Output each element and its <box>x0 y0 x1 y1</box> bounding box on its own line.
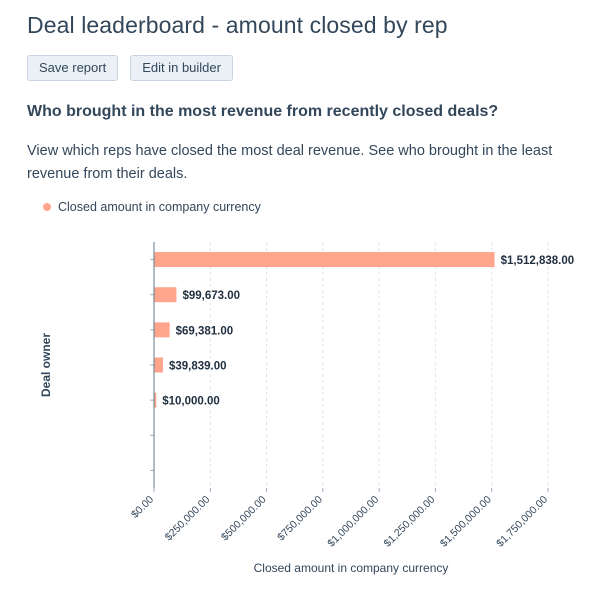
edit-in-builder-button[interactable]: Edit in builder <box>130 55 233 81</box>
legend-swatch <box>43 203 51 211</box>
chart-legend: Closed amount in company currency <box>43 200 261 214</box>
x-tick-label: $250,000.00 <box>163 494 213 544</box>
x-tick-label: $1,500,000.00 <box>438 494 494 550</box>
report-question: Who brought in the most revenue from rec… <box>27 103 499 120</box>
bar <box>154 357 163 373</box>
data-label: $99,673.00 <box>182 290 240 302</box>
data-label: $1,512,838.00 <box>501 255 575 267</box>
y-axis-title: Deal owner <box>39 333 53 397</box>
data-label: $39,839.00 <box>169 361 227 373</box>
save-report-button[interactable]: Save report <box>27 55 119 81</box>
bar <box>154 392 157 408</box>
x-axis-title: Closed amount in company currency <box>254 561 449 575</box>
page-title: Deal leaderboard - amount closed by rep <box>27 12 448 38</box>
x-tick-label: $0.00 <box>129 494 156 521</box>
legend-label: Closed amount in company currency <box>58 200 261 214</box>
bar <box>154 322 170 338</box>
data-label: $10,000.00 <box>162 396 220 408</box>
data-label: $69,381.00 <box>176 325 234 337</box>
x-tick-label: $500,000.00 <box>219 494 269 544</box>
bar <box>154 252 495 268</box>
report-toolbar: Save report Edit in builder <box>27 55 233 81</box>
x-tick-label: $1,250,000.00 <box>382 494 438 550</box>
x-tick-label: $750,000.00 <box>275 494 325 544</box>
report-description: View which reps have closed the most dea… <box>27 143 553 182</box>
x-tick-label: $1,000,000.00 <box>325 494 381 550</box>
bar <box>154 287 177 303</box>
x-tick-label: $1,750,000.00 <box>494 494 550 550</box>
